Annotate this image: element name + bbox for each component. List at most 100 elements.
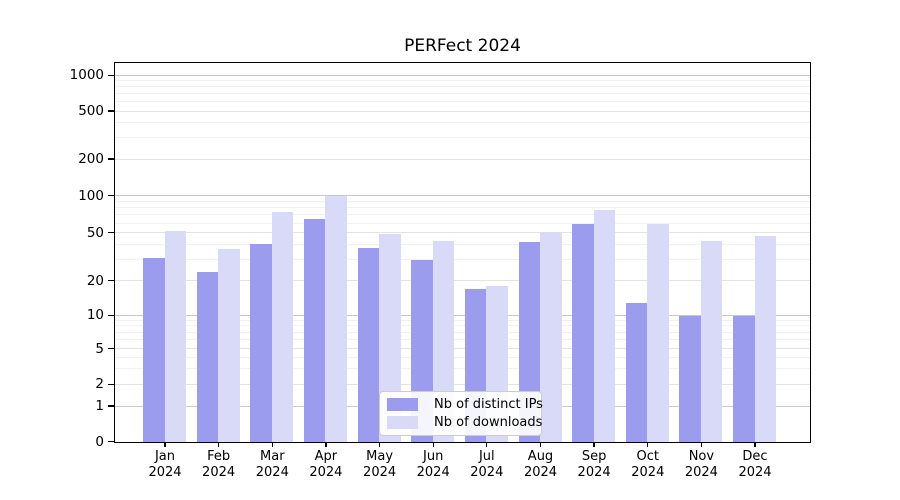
y-tick-mark-10 [108,314,114,316]
gridline-y-4 [115,356,810,358]
bar-distinct-ips-jan [143,258,165,442]
x-tick-label-aug: Aug 2024 [511,449,571,480]
bar-downloads-mar [271,211,294,442]
gridline-y-400 [115,122,810,124]
gridline-y-5 [115,348,810,349]
y-tick-mark-0 [108,440,114,443]
gridline-y-70 [115,214,810,216]
x-tick-label-feb: Feb 2024 [189,449,249,480]
legend-label-distinct-ips: Nb of distinct IPs [434,397,543,412]
x-tick-label-jun: Jun 2024 [403,449,463,480]
gridline-y-30 [115,258,810,260]
y-tick-mark-1000 [108,74,114,77]
x-tick-mark-jun [432,441,434,447]
gridline-y-700 [115,93,810,95]
y-tick-label-20: 20 [86,272,104,289]
gridline-y-8 [115,325,810,327]
x-tick-month: Feb [207,449,231,464]
x-tick-year: 2024 [148,464,182,480]
y-tick-label-100: 100 [78,187,104,204]
x-tick-year: 2024 [416,464,450,480]
gridline-y-50 [115,232,810,234]
gridline-y-6 [115,339,810,341]
legend-swatch-distinct-ips [387,398,418,411]
gridline-y-900 [115,80,810,82]
gridline-y-80 [115,207,810,209]
x-tick-mark-feb [217,441,220,447]
gridline-y-500 [115,110,810,112]
x-tick-month: Mar [260,449,285,464]
x-tick-year: 2024 [309,464,343,480]
x-tick-month: Sep [581,449,607,464]
legend-swatch-downloads [387,416,418,429]
y-tick-label-1000: 1000 [69,67,104,84]
x-tick-month: Dec [742,449,768,464]
bar-downloads-apr [325,196,347,442]
x-tick-month: Apr [314,449,338,464]
x-tick-label-jul: Jul 2024 [457,449,517,480]
bar-downloads-feb [218,249,240,442]
x-tick-label-may: May 2024 [350,449,410,480]
x-tick-year: 2024 [577,464,611,480]
gridline-y-800 [115,86,810,88]
gridline-y-10 [115,314,810,316]
y-tick-label-1: 1 [95,398,104,415]
x-tick-year: 2024 [631,464,665,480]
x-tick-mark-nov [700,441,703,447]
bar-downloads-oct [647,223,669,442]
bar-distinct-ips-mar [250,243,272,442]
y-tick-mark-2 [108,383,114,385]
y-tick-label-500: 500 [78,103,104,120]
x-tick-year: 2024 [523,464,558,480]
x-tick-label-sep: Sep 2024 [564,449,624,480]
x-tick-year: 2024 [684,464,718,480]
bar-downloads-nov [700,241,723,442]
bar-downloads-dec [754,235,776,442]
x-tick-label-dec: Dec 2024 [725,449,785,480]
gridline-y-200 [115,158,810,160]
x-tick-mark-aug [539,441,542,447]
x-tick-mark-jan [164,441,166,447]
legend: Nb of distinct IPs Nb of downloads [379,391,543,436]
y-tick-label-50: 50 [86,224,104,241]
x-tick-month: Jun [423,449,444,464]
y-tick-label-5: 5 [95,340,104,357]
y-tick-label-0: 0 [95,433,104,450]
legend-item-downloads: Nb of downloads [387,415,542,430]
gridline-y-60 [115,222,810,224]
y-tick-mark-1 [108,405,114,407]
x-tick-month: Aug [527,449,554,464]
bar-distinct-ips-feb [196,271,219,442]
bar-downloads-may [379,234,401,442]
bar-distinct-ips-sep [572,223,594,442]
legend-label-downloads: Nb of downloads [434,415,543,430]
x-tick-year: 2024 [470,464,504,480]
y-tick-mark-5 [108,347,114,350]
x-tick-mark-jul [486,441,488,447]
y-tick-label-10: 10 [86,307,104,324]
bar-distinct-ips-oct [625,302,648,442]
x-tick-year: 2024 [255,464,289,480]
bar-downloads-aug [540,232,562,442]
gridline-y-300 [115,137,810,139]
bar-distinct-ips-nov [679,315,701,442]
gridline-y-600 [115,101,810,103]
y-tick-mark-20 [108,279,114,282]
y-tick-mark-100 [108,195,114,197]
bar-downloads-jan [164,231,186,442]
y-tick-label-200: 200 [78,151,104,168]
x-tick-label-apr: Apr 2024 [296,449,356,480]
bar-downloads-sep [593,209,616,442]
plot-area: Nb of distinct IPs Nb of downloads [114,62,811,443]
x-tick-year: 2024 [738,464,772,480]
y-tick-label-2: 2 [95,376,104,393]
x-tick-mark-oct [647,441,649,447]
x-tick-month: Jan [154,449,176,464]
gridline-y-7 [115,331,810,333]
y-tick-mark-500 [108,110,114,112]
x-tick-label-nov: Nov 2024 [671,449,731,480]
y-tick-mark-50 [108,232,114,234]
bar-distinct-ips-apr [303,219,326,442]
gridline-y-100 [115,195,810,197]
